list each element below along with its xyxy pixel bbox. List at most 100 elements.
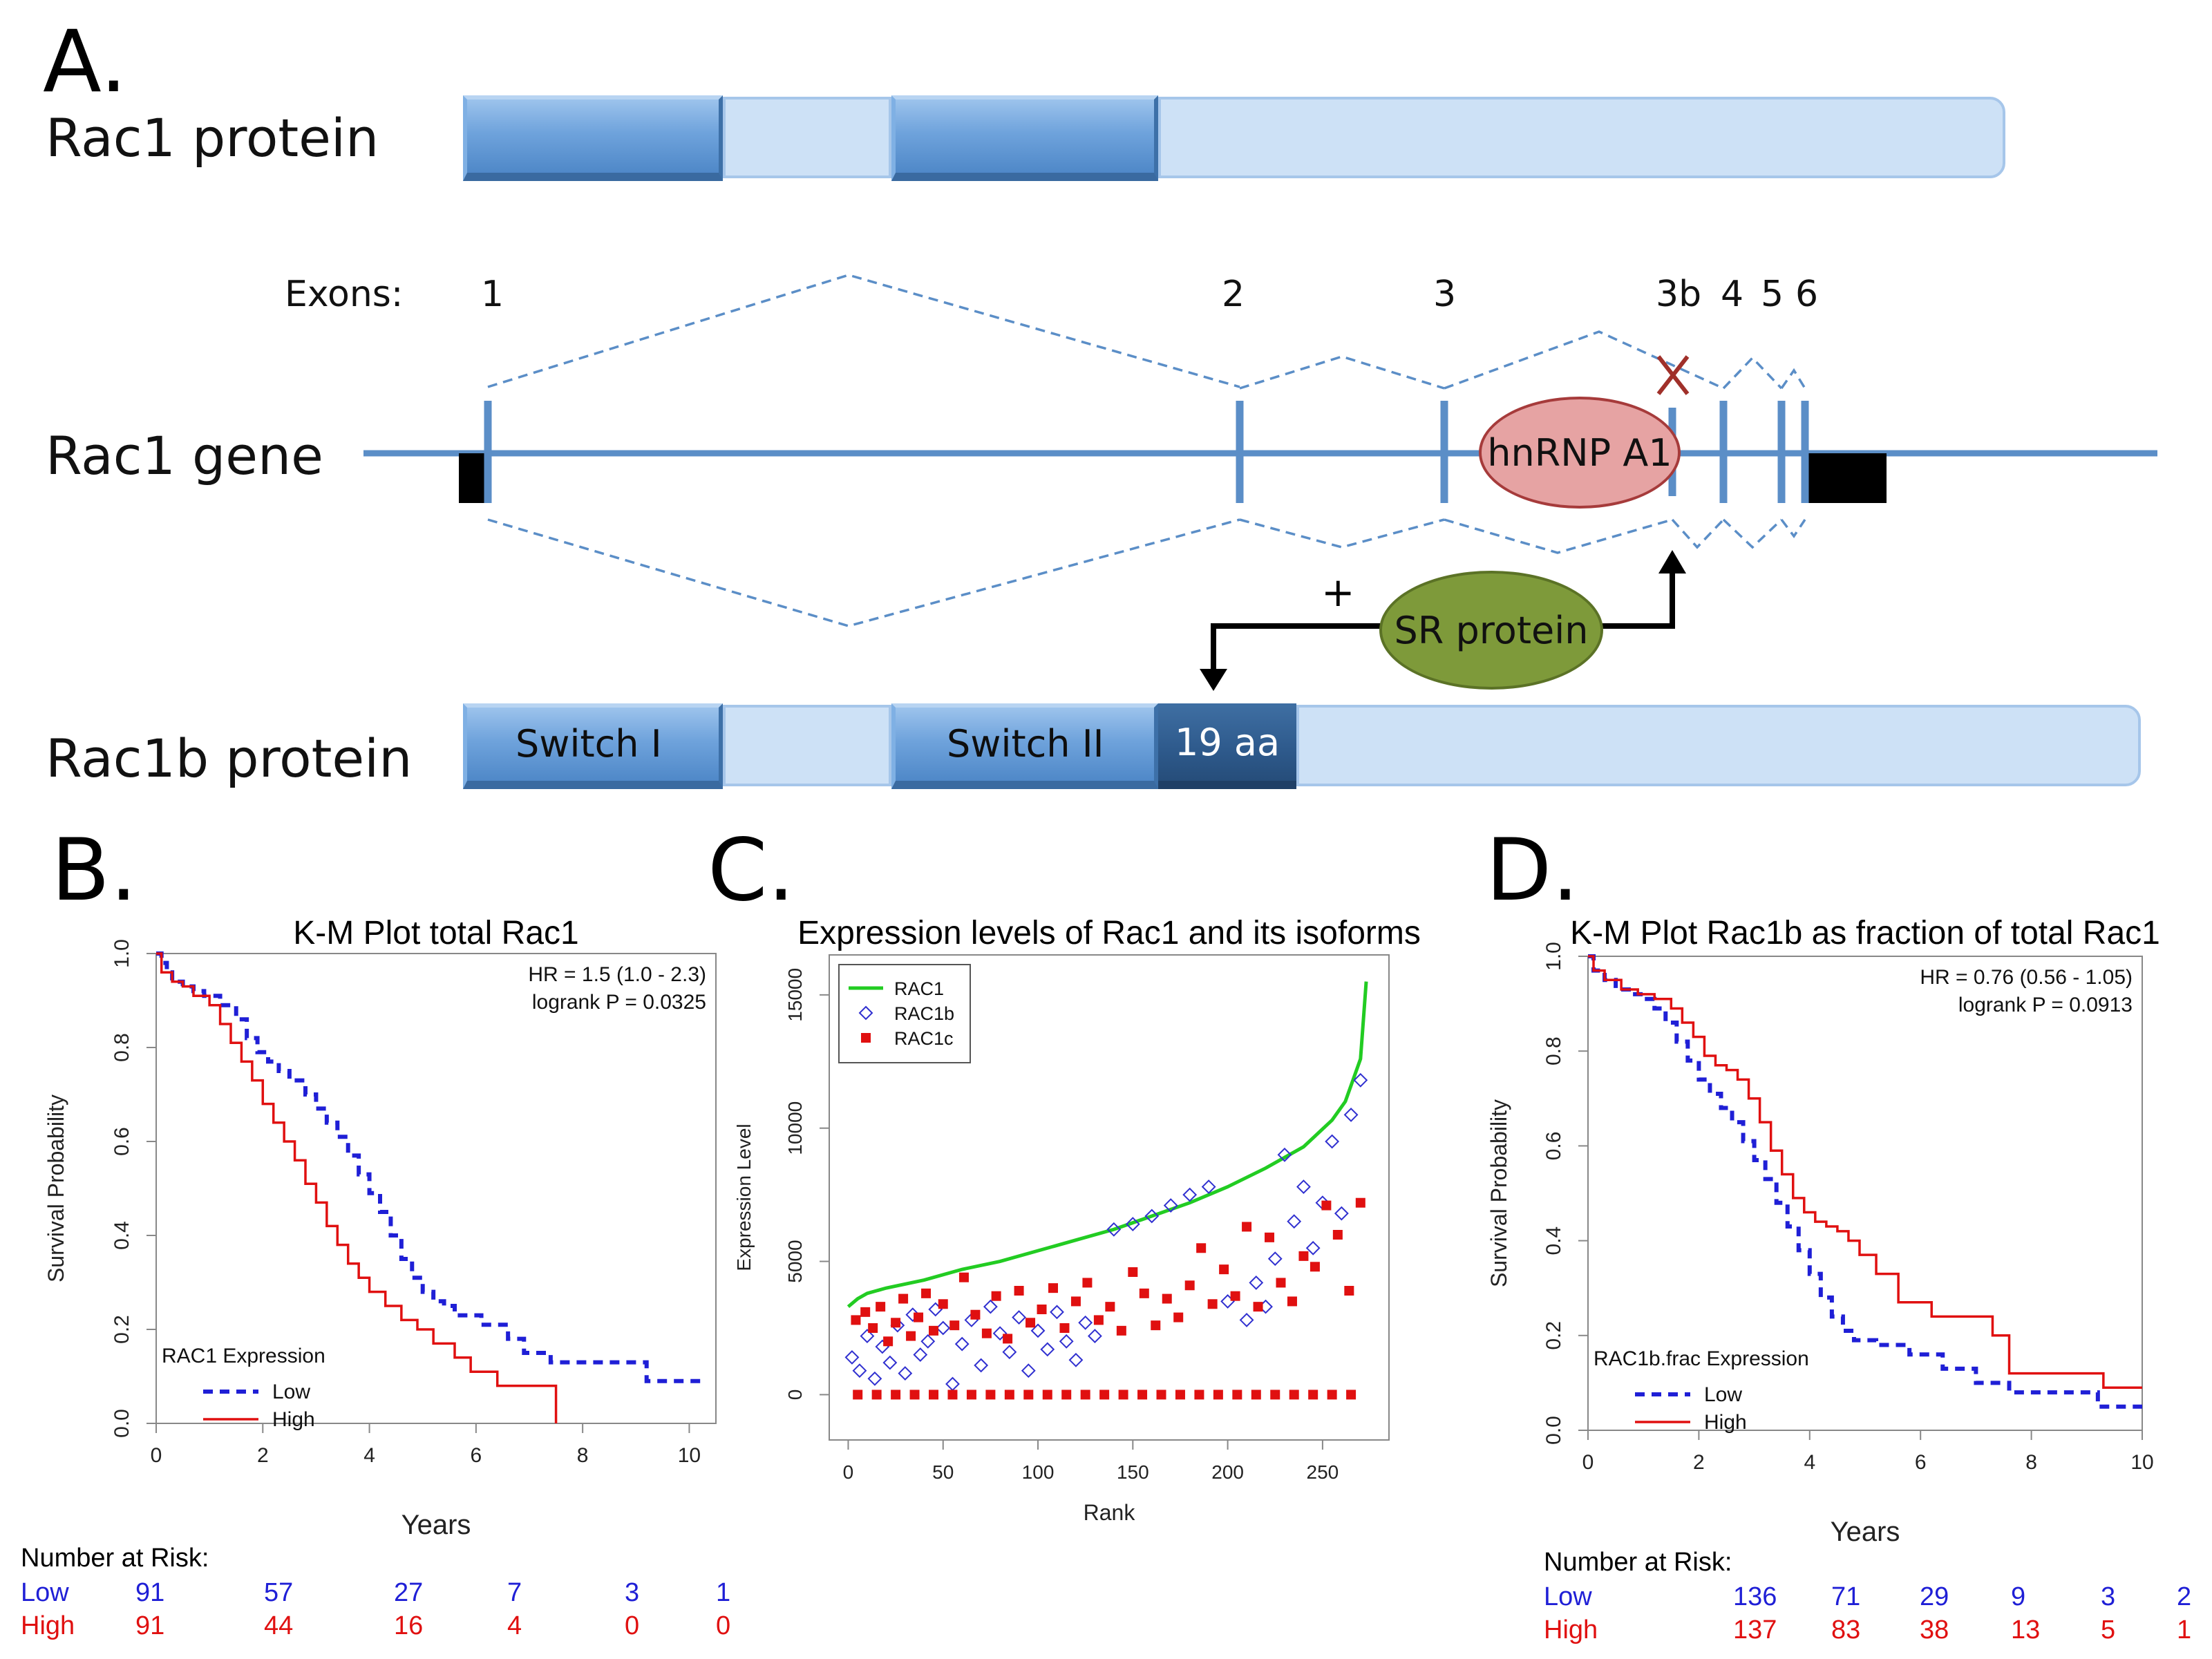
rac1c-point bbox=[1219, 1264, 1229, 1275]
rac1b-point bbox=[1002, 1345, 1017, 1360]
rac1c-point bbox=[1251, 1390, 1261, 1400]
rac1c-point bbox=[1207, 1299, 1218, 1309]
rac1c-point bbox=[981, 1328, 992, 1338]
rac1b-point bbox=[1068, 1352, 1084, 1367]
y-tick-label: 0.4 bbox=[111, 1221, 133, 1250]
km-curve-low bbox=[1588, 954, 2142, 1409]
hr-annotation: HR = 0.76 (0.56 - 1.05) bbox=[1920, 966, 2133, 989]
chart-c: Expression levels of Rac1 and its isofor… bbox=[726, 898, 1486, 1548]
sr-protein-ellipse: SR protein bbox=[1379, 571, 1603, 690]
y-tick-label: 0.6 bbox=[1542, 1132, 1565, 1161]
rac1b-point bbox=[1353, 1072, 1368, 1088]
y-axis-label: Survival Probability bbox=[44, 1094, 68, 1282]
rac1c-point bbox=[1327, 1390, 1337, 1400]
rac1c-point bbox=[921, 1288, 932, 1298]
rac1c-point bbox=[1253, 1302, 1263, 1312]
rac1c-point bbox=[949, 1320, 960, 1331]
rac1b-point bbox=[1012, 1310, 1026, 1325]
chart-title: K-M Plot Rac1b as fraction of total Rac1 bbox=[1570, 915, 2160, 951]
rac1c-point bbox=[1232, 1390, 1242, 1400]
risk-b-high-5: 0 bbox=[716, 1611, 731, 1640]
x-tick-label: 2 bbox=[257, 1444, 269, 1467]
rac1b-point bbox=[1249, 1276, 1264, 1290]
sr-protein-label: SR protein bbox=[1394, 608, 1589, 652]
rac1b-point bbox=[920, 1334, 936, 1349]
exon-number-4: 4 bbox=[1721, 274, 1744, 315]
x-mark-icon bbox=[1656, 355, 1690, 395]
rac1c-point bbox=[1004, 1390, 1014, 1400]
rac1b-point bbox=[1040, 1342, 1055, 1357]
rac1c-point bbox=[958, 1272, 969, 1282]
rac1b-point bbox=[954, 1336, 970, 1352]
rac1b-point bbox=[1325, 1134, 1340, 1149]
junction-3b-4-bottom bbox=[1671, 518, 1725, 549]
y-tick-label: 0.2 bbox=[1542, 1321, 1565, 1350]
legend-label-high: High bbox=[272, 1408, 315, 1431]
hr-annotation: HR = 1.5 (1.0 - 2.3) bbox=[528, 963, 706, 986]
series-line-rac1 bbox=[847, 981, 1368, 1309]
risk-b-low-4: 3 bbox=[625, 1578, 640, 1607]
x-tick-label: 4 bbox=[363, 1444, 375, 1467]
legend-label-rac1: RAC1 bbox=[894, 978, 944, 999]
exon-number-3: 3 bbox=[1433, 274, 1457, 315]
rac1c-point bbox=[991, 1291, 1001, 1301]
risk-d-low-1: 71 bbox=[1831, 1582, 1861, 1611]
junction-3-3b-bottom bbox=[1444, 518, 1673, 554]
rac1b-point bbox=[1201, 1179, 1216, 1194]
y-tick-label: 0 bbox=[784, 1390, 806, 1401]
rac1c-point bbox=[851, 1315, 861, 1325]
rac1c-point bbox=[1265, 1232, 1275, 1242]
rac1b-point bbox=[1106, 1222, 1122, 1237]
risk-b-high-4: 0 bbox=[625, 1611, 640, 1640]
rac1c-point bbox=[891, 1390, 901, 1400]
utr-5-box bbox=[459, 453, 488, 503]
rac1c-point bbox=[1093, 1315, 1104, 1325]
rac1c-point bbox=[1230, 1291, 1240, 1301]
junction-3-4-top bbox=[1444, 330, 1724, 390]
junction-5-6-top bbox=[1780, 368, 1806, 389]
arrowhead-up-icon bbox=[1658, 550, 1686, 573]
rac1b-point bbox=[1334, 1206, 1349, 1221]
risk-b-header: Number at Risk: bbox=[21, 1544, 209, 1573]
rac1b-point bbox=[1305, 1240, 1321, 1255]
junction-1-2-top bbox=[487, 274, 1240, 388]
x-axis-label: Years bbox=[1831, 1517, 1900, 1547]
y-tick-label: 0.0 bbox=[111, 1409, 133, 1438]
rac1b-point bbox=[945, 1376, 960, 1392]
legend-title: RAC1 Expression bbox=[162, 1345, 325, 1367]
legend-label-low: Low bbox=[272, 1381, 310, 1403]
junction-5-6-bottom bbox=[1780, 518, 1806, 539]
rac1b-point bbox=[867, 1371, 882, 1386]
rac1c-point bbox=[906, 1331, 916, 1341]
rac1c-point bbox=[1061, 1390, 1072, 1400]
rac1c-point bbox=[929, 1325, 939, 1336]
junction-2-3-bottom bbox=[1239, 518, 1445, 549]
legend-title: RAC1b.frac Expression bbox=[1594, 1347, 1809, 1370]
exons-label: Exons: bbox=[285, 274, 404, 315]
rac1b-point bbox=[1059, 1334, 1074, 1349]
x-axis-label: Years bbox=[401, 1510, 471, 1540]
switch1-label: Switch I bbox=[516, 722, 662, 766]
risk-b-low-5: 1 bbox=[716, 1578, 731, 1607]
hnrnp-a1-ellipse: hnRNP A1 bbox=[1479, 397, 1681, 509]
logrank-annotation: logrank P = 0.0913 bbox=[1958, 994, 2133, 1016]
rac1c-point bbox=[1014, 1286, 1024, 1296]
panel-label-d: D. bbox=[1486, 821, 1579, 920]
plot-frame bbox=[1587, 956, 2143, 1431]
rac1b-point bbox=[1287, 1214, 1302, 1229]
rac1c-point bbox=[1070, 1296, 1081, 1307]
legend-label-rac1c: RAC1c bbox=[894, 1028, 954, 1049]
panel-label-b: B. bbox=[51, 821, 138, 920]
x-tick-label: 0 bbox=[843, 1461, 854, 1483]
rac1c-point bbox=[1025, 1318, 1036, 1328]
risk-d-high-4: 5 bbox=[2101, 1615, 2116, 1644]
x-tick-label: 100 bbox=[1022, 1461, 1055, 1483]
x-tick-label: 0 bbox=[1582, 1451, 1594, 1474]
rac1c-point bbox=[985, 1390, 996, 1400]
risk-d-high-3: 13 bbox=[2011, 1615, 2041, 1644]
rac1c-point bbox=[1298, 1251, 1309, 1261]
risk-d-low-2: 29 bbox=[1920, 1582, 1949, 1611]
x-tick-label: 200 bbox=[1211, 1461, 1244, 1483]
y-axis-label: Expression Level bbox=[733, 1124, 755, 1271]
rac1c-point bbox=[1156, 1390, 1166, 1400]
